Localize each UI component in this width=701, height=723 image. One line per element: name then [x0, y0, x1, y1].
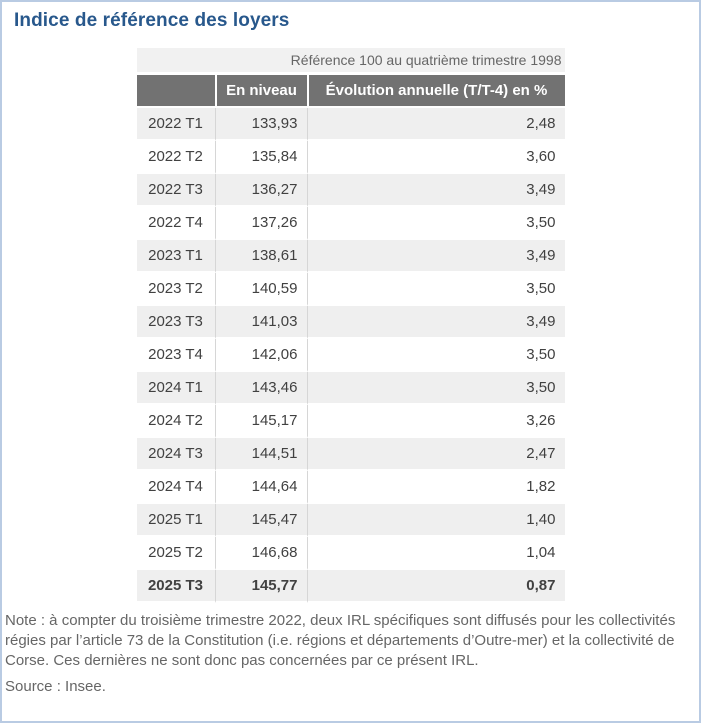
- table-row: 2023 T1 138,61 3,49: [136, 240, 565, 273]
- evolution-cell: 2,48: [306, 108, 565, 141]
- evolution-cell: 3,49: [306, 306, 565, 339]
- column-header-level: En niveau: [214, 75, 307, 108]
- level-cell: 143,46: [214, 372, 307, 405]
- evolution-cell: 3,50: [306, 339, 565, 372]
- note-text: Note : à compter du troisième trimestre …: [5, 612, 676, 669]
- level-cell: 144,64: [214, 471, 307, 504]
- level-cell: 145,17: [214, 405, 307, 438]
- level-cell: 145,47: [214, 504, 307, 537]
- quarter-cell: 2022 T1: [136, 108, 215, 141]
- level-cell: 135,84: [214, 141, 307, 174]
- quarter-cell: 2024 T1: [136, 372, 215, 405]
- quarter-cell: 2023 T2: [136, 273, 215, 306]
- quarter-cell: 2023 T3: [136, 306, 215, 339]
- table-row: 2022 T1 133,93 2,48: [136, 108, 565, 141]
- evolution-cell: 2,47: [306, 438, 565, 471]
- level-cell: 141,03: [214, 306, 307, 339]
- irl-table-container: Référence 100 au quatrième trimestre 199…: [136, 48, 565, 603]
- quarter-cell: 2025 T2: [136, 537, 215, 570]
- evolution-cell: 1,82: [306, 471, 565, 504]
- table-row: 2024 T4 144,64 1,82: [136, 471, 565, 504]
- level-cell: 140,59: [214, 273, 307, 306]
- quarter-cell: 2023 T1: [136, 240, 215, 273]
- column-header-evolution: Évolution annuelle (T/T-4) en %: [306, 75, 565, 108]
- level-cell: 146,68: [214, 537, 307, 570]
- table-row: 2024 T2 145,17 3,26: [136, 405, 565, 438]
- irl-table: En niveau Évolution annuelle (T/T-4) en …: [136, 75, 565, 603]
- level-cell: 142,06: [214, 339, 307, 372]
- quarter-cell: 2022 T4: [136, 207, 215, 240]
- quarter-cell: 2024 T4: [136, 471, 215, 504]
- column-header-quarter: [136, 75, 215, 108]
- level-cell: 133,93: [214, 108, 307, 141]
- evolution-cell: 3,60: [306, 141, 565, 174]
- table-caption: Référence 100 au quatrième trimestre 199…: [136, 48, 565, 72]
- quarter-cell: 2024 T3: [136, 438, 215, 471]
- table-row: 2022 T3 136,27 3,49: [136, 174, 565, 207]
- level-cell: 144,51: [214, 438, 307, 471]
- table-row: 2025 T2 146,68 1,04: [136, 537, 565, 570]
- source-text: Source : Insee.: [5, 677, 106, 695]
- quarter-cell: 2024 T2: [136, 405, 215, 438]
- table-row: 2024 T3 144,51 2,47: [136, 438, 565, 471]
- quarter-cell: 2023 T4: [136, 339, 215, 372]
- quarter-cell: 2022 T3: [136, 174, 215, 207]
- table-header-row: En niveau Évolution annuelle (T/T-4) en …: [136, 75, 565, 108]
- table-row: 2024 T1 143,46 3,50: [136, 372, 565, 405]
- level-cell: 145,77: [214, 570, 307, 603]
- evolution-cell: 1,40: [306, 504, 565, 537]
- page-title: Indice de référence des loyers: [14, 10, 290, 31]
- evolution-cell: 3,49: [306, 174, 565, 207]
- quarter-cell: 2025 T3: [136, 570, 215, 603]
- table-row: 2023 T2 140,59 3,50: [136, 273, 565, 306]
- quarter-cell: 2025 T1: [136, 504, 215, 537]
- evolution-cell: 3,49: [306, 240, 565, 273]
- table-row: 2022 T2 135,84 3,60: [136, 141, 565, 174]
- table-row: 2022 T4 137,26 3,50: [136, 207, 565, 240]
- evolution-cell: 1,04: [306, 537, 565, 570]
- evolution-cell: 0,87: [306, 570, 565, 603]
- evolution-cell: 3,26: [306, 405, 565, 438]
- table-body: 2022 T1 133,93 2,48 2022 T2 135,84 3,60 2022 T…: [136, 108, 565, 603]
- table-row: 2023 T4 142,06 3,50: [136, 339, 565, 372]
- evolution-cell: 3,50: [306, 273, 565, 306]
- table-header: En niveau Évolution annuelle (T/T-4) en …: [136, 75, 565, 108]
- evolution-cell: 3,50: [306, 207, 565, 240]
- evolution-cell: 3,50: [306, 372, 565, 405]
- table-row: 2025 T3 145,77 0,87: [136, 570, 565, 603]
- level-cell: 136,27: [214, 174, 307, 207]
- level-cell: 137,26: [214, 207, 307, 240]
- table-row: 2025 T1 145,47 1,40: [136, 504, 565, 537]
- quarter-cell: 2022 T2: [136, 141, 215, 174]
- table-row: 2023 T3 141,03 3,49: [136, 306, 565, 339]
- level-cell: 138,61: [214, 240, 307, 273]
